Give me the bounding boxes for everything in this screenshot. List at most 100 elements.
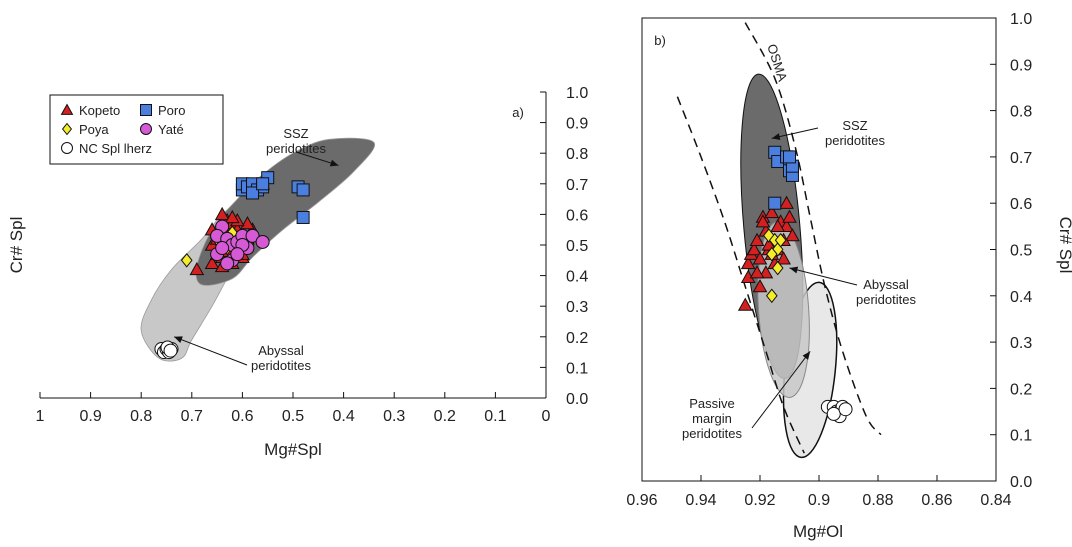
- data-point: [224, 209, 240, 224]
- data-point: [296, 210, 310, 224]
- data-point: [771, 260, 784, 276]
- data-point: [758, 265, 774, 279]
- y-tick-label: 0.9: [1010, 57, 1032, 74]
- legend-marker: [61, 142, 73, 154]
- legend-marker: [140, 123, 152, 135]
- y-tick-label: 0.8: [1010, 104, 1032, 121]
- field-label: Abyssal: [258, 343, 304, 358]
- field-label: SSZ: [283, 126, 308, 141]
- osma-boundary-right: [744, 22, 882, 436]
- data-point: [256, 177, 270, 191]
- annotation-arrow: [295, 151, 339, 167]
- data-point: [296, 183, 310, 197]
- data-point: [163, 343, 178, 358]
- y-axis-label: Cr# Spl: [1056, 217, 1072, 274]
- series-nc-spl-lherz: [154, 340, 179, 360]
- x-tick-label: 0.92: [744, 492, 775, 509]
- x-tick-label: 0.7: [181, 408, 203, 425]
- field-label: peridotites: [251, 358, 311, 373]
- field-label: SSZ: [842, 118, 867, 133]
- data-point: [246, 186, 260, 200]
- y-axis-label: Cr# Spl: [7, 217, 26, 274]
- data-point: [764, 204, 780, 219]
- y-tick-label: 0.1: [1010, 428, 1032, 445]
- panel-label: b): [654, 33, 666, 48]
- series-nc-spl-lherz: [820, 399, 853, 424]
- data-point: [785, 228, 800, 242]
- x-tick-label: 0.9: [808, 492, 830, 509]
- y-tick-label: 0.6: [1010, 196, 1032, 213]
- annotation-arrow: [771, 127, 819, 141]
- x-tick-label: 1: [36, 408, 45, 425]
- annotation-arrow: [751, 351, 811, 429]
- y-tick-label: 0.4: [566, 269, 588, 286]
- data-point: [782, 209, 797, 223]
- legend-box: [49, 94, 224, 165]
- field-label: peridotites: [682, 426, 742, 441]
- data-point: [765, 288, 778, 304]
- data-point: [746, 241, 762, 256]
- data-point: [255, 234, 270, 249]
- y-tick-label: 0.7: [1010, 150, 1032, 167]
- x-tick-label: 0.6: [231, 408, 253, 425]
- series-poro: [768, 145, 799, 210]
- data-point: [245, 228, 260, 243]
- data-point: [740, 255, 756, 270]
- y-tick-label: 0.5: [1010, 243, 1032, 260]
- data-point: [826, 406, 841, 421]
- field-label: peridotites: [856, 292, 916, 307]
- data-point: [189, 261, 205, 276]
- x-tick-label: 0.5: [282, 408, 304, 425]
- data-point: [779, 195, 794, 209]
- data-point: [755, 214, 771, 228]
- data-point: [180, 252, 193, 268]
- x-tick-label: 0.9: [79, 408, 101, 425]
- x-tick-label: 0.86: [921, 492, 952, 509]
- data-point: [749, 265, 765, 279]
- data-point: [765, 246, 778, 262]
- data-point: [752, 251, 768, 265]
- y-tick-label: 0.9: [566, 116, 588, 133]
- x-axis-label: Mg#Ol: [793, 522, 843, 541]
- x-tick-label: 0.96: [626, 492, 657, 509]
- series-poya: [763, 228, 787, 304]
- x-tick-label: 0: [542, 408, 551, 425]
- data-point: [215, 241, 230, 256]
- legend-label: Poya: [79, 122, 109, 137]
- x-tick-label: 0.94: [685, 492, 716, 509]
- legend: Kopeto Poro Poya Yaté NC Spl lherz: [49, 94, 224, 165]
- data-point: [783, 150, 796, 164]
- data-point: [230, 247, 245, 262]
- data-point: [763, 228, 775, 243]
- data-point: [774, 232, 787, 248]
- series-yat-: [210, 219, 270, 271]
- y-tick-label: 1.0: [1010, 11, 1032, 28]
- field-label: peridotites: [825, 133, 885, 148]
- y-tick-label: 0.6: [566, 207, 588, 224]
- x-tick-label: 0.84: [980, 492, 1011, 509]
- data-point: [768, 196, 782, 210]
- data-point: [771, 242, 784, 257]
- y-tick-label: 0.4: [1010, 289, 1032, 306]
- y-tick-label: 0.0: [1010, 474, 1032, 491]
- panel-label: a): [512, 105, 524, 120]
- osma-boundary-left: [676, 96, 805, 454]
- data-point: [752, 279, 768, 293]
- annotation-arrow: [173, 336, 248, 366]
- legend-marker: [61, 122, 73, 136]
- y-tick-label: 0.1: [566, 360, 588, 377]
- data-point: [737, 297, 753, 311]
- data-point: [749, 232, 765, 246]
- field-label: Abyssal: [863, 277, 909, 292]
- y-tick-label: 0.0: [566, 391, 588, 408]
- y-tick-label: 0.3: [566, 299, 588, 316]
- y-tick-label: 0.5: [566, 238, 588, 255]
- y-tick-label: 0.7: [566, 177, 588, 194]
- legend-label: Yaté: [158, 122, 184, 137]
- x-axis-label: Mg#Spl: [264, 440, 322, 459]
- y-tick-label: 0.2: [1010, 381, 1032, 398]
- y-tick-label: 0.3: [1010, 335, 1032, 352]
- x-tick-label: 0.8: [130, 408, 152, 425]
- x-tick-label: 0.88: [862, 492, 893, 509]
